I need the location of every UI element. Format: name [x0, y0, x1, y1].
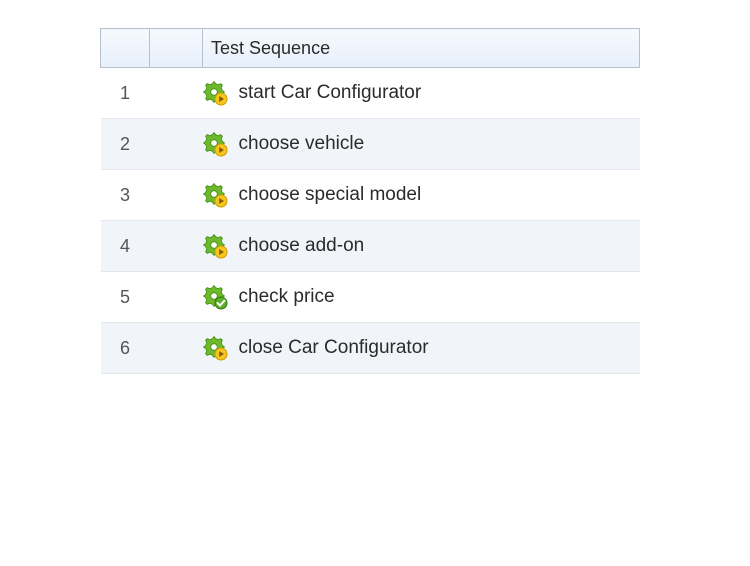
step-label: choose special model [239, 184, 422, 206]
row-spacer [150, 272, 203, 323]
table-row[interactable]: 5 check price [101, 272, 640, 323]
row-spacer [150, 221, 203, 272]
header-col-label: Test Sequence [203, 29, 640, 68]
step-label: start Car Configurator [239, 82, 422, 104]
row-content: choose vehicle [203, 119, 640, 170]
row-spacer [150, 119, 203, 170]
table-row[interactable]: 4 choose add-on [101, 221, 640, 272]
row-number: 6 [101, 323, 150, 374]
gear-play-icon [203, 233, 229, 259]
table-row[interactable]: 6 close Car Configurator [101, 323, 640, 374]
row-content: close Car Configurator [203, 323, 640, 374]
table-row[interactable]: 2 choose vehicle [101, 119, 640, 170]
test-sequence-table: Test Sequence 1 start Car Configurator2 … [100, 28, 640, 374]
row-content: choose add-on [203, 221, 640, 272]
row-spacer [150, 170, 203, 221]
gear-play-icon [203, 182, 229, 208]
row-spacer [150, 68, 203, 119]
row-content: start Car Configurator [203, 68, 640, 119]
gear-check-icon [203, 284, 229, 310]
table-header-row: Test Sequence [101, 29, 640, 68]
table-row[interactable]: 3 choose special model [101, 170, 640, 221]
header-col-number [101, 29, 150, 68]
row-number: 5 [101, 272, 150, 323]
row-content: check price [203, 272, 640, 323]
row-content: choose special model [203, 170, 640, 221]
step-label: choose vehicle [239, 133, 365, 155]
row-number: 4 [101, 221, 150, 272]
row-number: 3 [101, 170, 150, 221]
table-row[interactable]: 1 start Car Configurator [101, 68, 640, 119]
step-label: close Car Configurator [239, 337, 429, 359]
gear-play-icon [203, 335, 229, 361]
gear-play-icon [203, 131, 229, 157]
gear-play-icon [203, 80, 229, 106]
row-number: 2 [101, 119, 150, 170]
step-label: choose add-on [239, 235, 365, 257]
step-label: check price [239, 286, 335, 308]
row-spacer [150, 323, 203, 374]
header-col-spacer [150, 29, 203, 68]
row-number: 1 [101, 68, 150, 119]
